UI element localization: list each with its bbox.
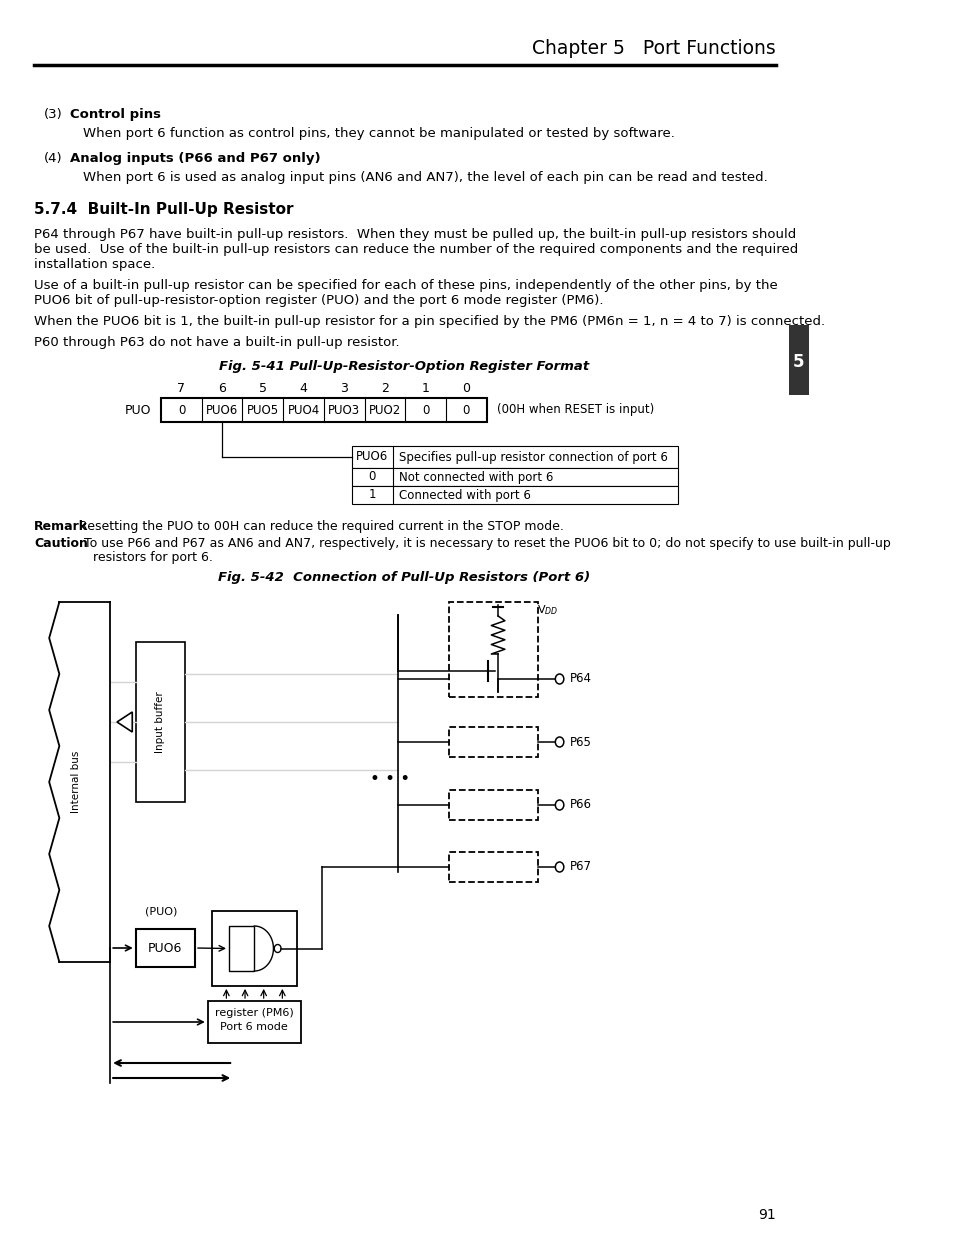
- Text: Not connected with port 6: Not connected with port 6: [399, 471, 553, 483]
- Text: Port 6 mode: Port 6 mode: [220, 1023, 288, 1032]
- Text: Fig. 5-42  Connection of Pull-Up Resistors (Port 6): Fig. 5-42 Connection of Pull-Up Resistor…: [218, 571, 590, 584]
- Bar: [352, 487, 678, 504]
- Text: P65: P65: [569, 736, 591, 748]
- Text: Connected with port 6: Connected with port 6: [399, 489, 531, 501]
- Text: 2: 2: [380, 382, 389, 395]
- Polygon shape: [117, 713, 132, 732]
- Bar: [161, 398, 486, 422]
- Text: P67: P67: [569, 861, 591, 873]
- Bar: [352, 468, 678, 487]
- Bar: [135, 642, 185, 802]
- Bar: [135, 929, 194, 967]
- Text: 5.7.4  Built-In Pull-Up Resistor: 5.7.4 Built-In Pull-Up Resistor: [34, 203, 294, 217]
- Text: PUO3: PUO3: [328, 404, 360, 416]
- Text: 0: 0: [177, 404, 185, 416]
- Text: P60 through P63 do not have a built-in pull-up resistor.: P60 through P63 do not have a built-in p…: [34, 336, 399, 350]
- Text: Specifies pull-up resistor connection of port 6: Specifies pull-up resistor connection of…: [399, 451, 667, 463]
- Text: When the PUO6 bit is 1, the built-in pull-up resistor for a pin specified by the: When the PUO6 bit is 1, the built-in pul…: [34, 315, 824, 329]
- Text: PUO6: PUO6: [206, 404, 238, 416]
- Text: 1: 1: [368, 489, 375, 501]
- Text: Input buffer: Input buffer: [155, 692, 165, 753]
- Text: (4): (4): [44, 152, 63, 165]
- Text: 4: 4: [299, 382, 307, 395]
- Text: PUO6: PUO6: [355, 451, 388, 463]
- Text: 1: 1: [421, 382, 429, 395]
- Text: Control pins: Control pins: [70, 107, 160, 121]
- Bar: [352, 446, 678, 468]
- Text: Internal bus: Internal bus: [71, 751, 81, 813]
- Text: To use P66 and P67 as AN6 and AN7, respectively, it is necessary to reset the PU: To use P66 and P67 as AN6 and AN7, respe…: [76, 537, 890, 550]
- Bar: [449, 790, 537, 820]
- Text: resistors for port 6.: resistors for port 6.: [93, 551, 213, 564]
- Text: 5: 5: [792, 353, 803, 370]
- Text: PUO4: PUO4: [287, 404, 319, 416]
- Text: 7: 7: [177, 382, 185, 395]
- Text: P66: P66: [569, 799, 591, 811]
- Text: 0: 0: [368, 471, 375, 483]
- Text: Analog inputs (P66 and P67 only): Analog inputs (P66 and P67 only): [70, 152, 320, 165]
- Text: Use of a built-in pull-up resistor can be specified for each of these pins, inde: Use of a built-in pull-up resistor can b…: [34, 279, 777, 291]
- Text: be used.  Use of the built-in pull-up resistors can reduce the number of the req: be used. Use of the built-in pull-up res…: [34, 243, 798, 256]
- Bar: [229, 926, 254, 971]
- Text: 3: 3: [340, 382, 348, 395]
- Text: 6: 6: [218, 382, 226, 395]
- Text: Fig. 5-41 Pull-Up-Resistor-Option Register Format: Fig. 5-41 Pull-Up-Resistor-Option Regist…: [219, 359, 589, 373]
- Text: PUO6 bit of pull-up-resistor-option register (PUO) and the port 6 mode register : PUO6 bit of pull-up-resistor-option regi…: [34, 294, 603, 308]
- Bar: [449, 727, 537, 757]
- Bar: [212, 911, 296, 986]
- Text: PUO2: PUO2: [369, 404, 400, 416]
- Text: V$_{DD}$: V$_{DD}$: [537, 603, 558, 618]
- Text: register (PM6): register (PM6): [214, 1008, 294, 1018]
- Text: Remark: Remark: [34, 520, 88, 534]
- Text: P64: P64: [569, 673, 591, 685]
- Text: Caution: Caution: [34, 537, 88, 550]
- Text: PUO5: PUO5: [247, 404, 278, 416]
- Text: Chapter 5   Port Functions: Chapter 5 Port Functions: [532, 38, 775, 58]
- Text: P64 through P67 have built-in pull-up resistors.  When they must be pulled up, t: P64 through P67 have built-in pull-up re…: [34, 228, 796, 241]
- Text: (00H when RESET is input): (00H when RESET is input): [497, 404, 654, 416]
- Text: 0: 0: [462, 404, 470, 416]
- Text: 5: 5: [258, 382, 267, 395]
- Bar: [449, 601, 537, 697]
- Bar: [449, 852, 537, 882]
- Text: When port 6 function as control pins, they cannot be manipulated or tested by so: When port 6 function as control pins, th…: [83, 127, 675, 140]
- Text: • • •: • • •: [370, 769, 410, 788]
- Text: PUO6: PUO6: [148, 941, 182, 955]
- Text: 0: 0: [462, 382, 470, 395]
- Text: (3): (3): [44, 107, 63, 121]
- Text: Resetting the PUO to 00H can reduce the required current in the STOP mode.: Resetting the PUO to 00H can reduce the …: [71, 520, 563, 534]
- Text: PUO: PUO: [124, 404, 151, 416]
- Text: 0: 0: [421, 404, 429, 416]
- Text: (PUO): (PUO): [145, 906, 177, 918]
- Text: When port 6 is used as analog input pins (AN6 and AN7), the level of each pin ca: When port 6 is used as analog input pins…: [83, 170, 767, 184]
- Text: 91: 91: [758, 1208, 775, 1221]
- Text: installation space.: installation space.: [34, 258, 155, 270]
- Bar: [788, 325, 808, 395]
- Bar: [208, 1002, 301, 1044]
